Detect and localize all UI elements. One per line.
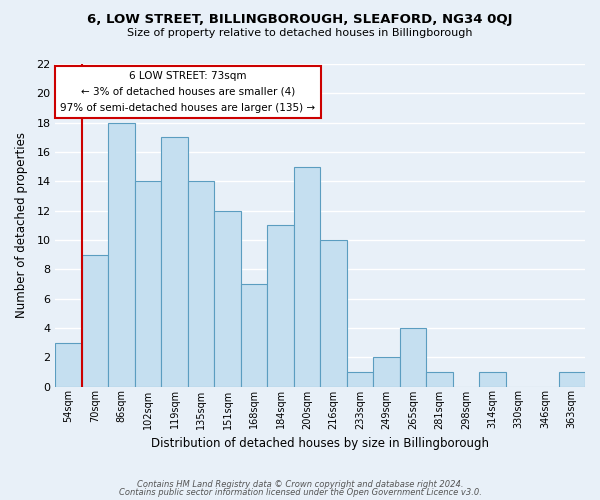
Bar [294,166,320,386]
Bar [267,226,294,386]
Bar [241,284,267,386]
Text: 6 LOW STREET: 73sqm
← 3% of detached houses are smaller (4)
97% of semi-detached: 6 LOW STREET: 73sqm ← 3% of detached hou… [60,72,316,112]
Text: Contains HM Land Registry data © Crown copyright and database right 2024.: Contains HM Land Registry data © Crown c… [137,480,463,489]
Bar [347,372,373,386]
Bar [559,372,585,386]
Bar [426,372,452,386]
X-axis label: Distribution of detached houses by size in Billingborough: Distribution of detached houses by size … [151,437,489,450]
Bar [214,210,241,386]
Y-axis label: Number of detached properties: Number of detached properties [15,132,28,318]
Text: Contains public sector information licensed under the Open Government Licence v3: Contains public sector information licen… [119,488,481,497]
Bar [320,240,347,386]
Bar [373,357,400,386]
Bar [161,138,188,386]
Bar [109,122,135,386]
Bar [479,372,506,386]
Bar [188,182,214,386]
Bar [82,254,109,386]
Text: Size of property relative to detached houses in Billingborough: Size of property relative to detached ho… [127,28,473,38]
Bar [135,182,161,386]
Bar [400,328,426,386]
Bar [55,342,82,386]
Text: 6, LOW STREET, BILLINGBOROUGH, SLEAFORD, NG34 0QJ: 6, LOW STREET, BILLINGBOROUGH, SLEAFORD,… [87,12,513,26]
